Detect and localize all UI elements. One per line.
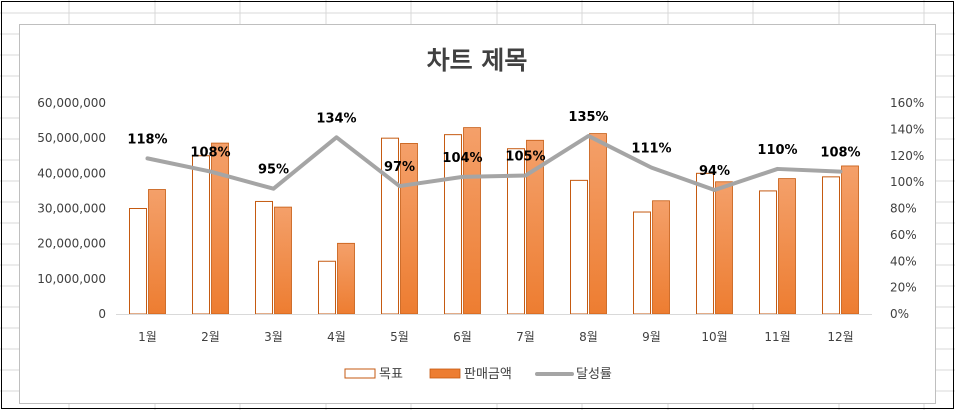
secondary-y-axis: 0% 20% 40% 60% 80% 100% 120% 140% 160%	[890, 96, 924, 321]
rate-data-label: 110%	[757, 143, 797, 158]
y-tick-label: 30,000,000	[37, 202, 106, 216]
y2-tick-label: 80%	[890, 202, 917, 216]
chart-area[interactable]: 차트 제목 0 10,000,000 20,000,000 30,000,000 40,…	[19, 24, 936, 404]
x-tick-label: 4월	[327, 330, 346, 344]
y2-tick-label: 60%	[890, 228, 917, 242]
rate-data-label: 118%	[127, 132, 167, 147]
rate-data-label: 135%	[568, 110, 608, 125]
rate-data-label: 108%	[820, 146, 860, 161]
rate-data-label: 108%	[190, 146, 230, 161]
sales-bar	[841, 165, 859, 315]
x-tick-label: 9월	[642, 330, 661, 344]
target-bar	[129, 208, 147, 315]
legend-sales-swatch	[429, 368, 461, 379]
x-tick-label: 11월	[764, 330, 790, 344]
target-bar	[822, 176, 840, 315]
legend: 목표 판매금액 달성률	[344, 367, 612, 382]
target-bar	[318, 260, 336, 315]
target-bar	[633, 211, 651, 315]
primary-y-axis: 0 10,000,000 20,000,000 30,000,000 40,000,00…	[37, 96, 106, 321]
y2-tick-label: 0%	[890, 307, 909, 321]
x-tick-label: 10월	[701, 330, 727, 344]
rate-data-label: 97%	[384, 160, 415, 175]
rate-data-label: 111%	[631, 142, 671, 157]
legend-target-swatch	[344, 368, 376, 379]
y-tick-label: 10,000,000	[37, 272, 106, 286]
x-tick-label: 8월	[579, 330, 598, 344]
target-bar	[570, 179, 588, 315]
sales-bar	[211, 142, 229, 315]
bar-series	[129, 127, 859, 315]
x-tick-label: 6월	[453, 330, 472, 344]
x-tick-label: 2월	[201, 330, 220, 344]
y-tick-label: 40,000,000	[37, 166, 106, 180]
x-tick-label: 7월	[516, 330, 535, 344]
achievement-rate-line	[145, 133, 843, 193]
y2-tick-label: 100%	[890, 175, 924, 189]
y2-tick-label: 160%	[890, 96, 924, 110]
y-tick-label: 50,000,000	[37, 131, 106, 145]
line-series: 118% 108% 95% 134% 97% 104% 105% 135% 111% 94% 110…	[127, 110, 861, 193]
target-bar	[507, 148, 525, 315]
sales-bar	[715, 181, 733, 315]
y2-tick-label: 20%	[890, 281, 917, 295]
target-bar	[696, 172, 714, 315]
legend-sales-label: 판매금액	[464, 367, 512, 382]
x-tick-label: 1월	[138, 330, 157, 344]
target-bar	[759, 190, 777, 315]
x-tick-label: 5월	[390, 330, 409, 344]
chart-title: 차트 제목	[427, 46, 528, 75]
sales-bar	[778, 178, 796, 315]
x-tick-label: 12월	[827, 330, 853, 344]
rate-data-label: 95%	[258, 163, 289, 178]
combo-chart: 차트 제목 0 10,000,000 20,000,000 30,000,000 40,…	[37, 46, 924, 382]
y-tick-label: 60,000,000	[37, 96, 106, 110]
target-bar	[192, 155, 210, 315]
rate-data-label: 134%	[316, 111, 356, 126]
y-tick-label: 0	[98, 307, 106, 321]
y-tick-label: 20,000,000	[37, 237, 106, 251]
sales-bar	[274, 206, 292, 315]
sales-bar	[652, 200, 670, 315]
x-axis: 1월 2월 3월 4월 5월 6월 7월 8월 9월 10월 11월 12월	[138, 330, 854, 344]
x-tick-label: 3월	[264, 330, 283, 344]
legend-target-label: 목표	[379, 367, 403, 382]
sales-bar	[589, 133, 607, 315]
legend-rate-label: 달성률	[576, 367, 612, 382]
y2-tick-label: 140%	[890, 122, 924, 136]
target-bar	[255, 200, 273, 315]
y2-tick-label: 120%	[890, 149, 924, 163]
sales-bar	[148, 189, 166, 315]
rate-data-label: 104%	[442, 151, 482, 166]
rate-data-label: 105%	[505, 150, 545, 165]
rate-data-label: 94%	[699, 164, 730, 179]
y2-tick-label: 40%	[890, 254, 917, 268]
sales-bar	[337, 242, 355, 315]
